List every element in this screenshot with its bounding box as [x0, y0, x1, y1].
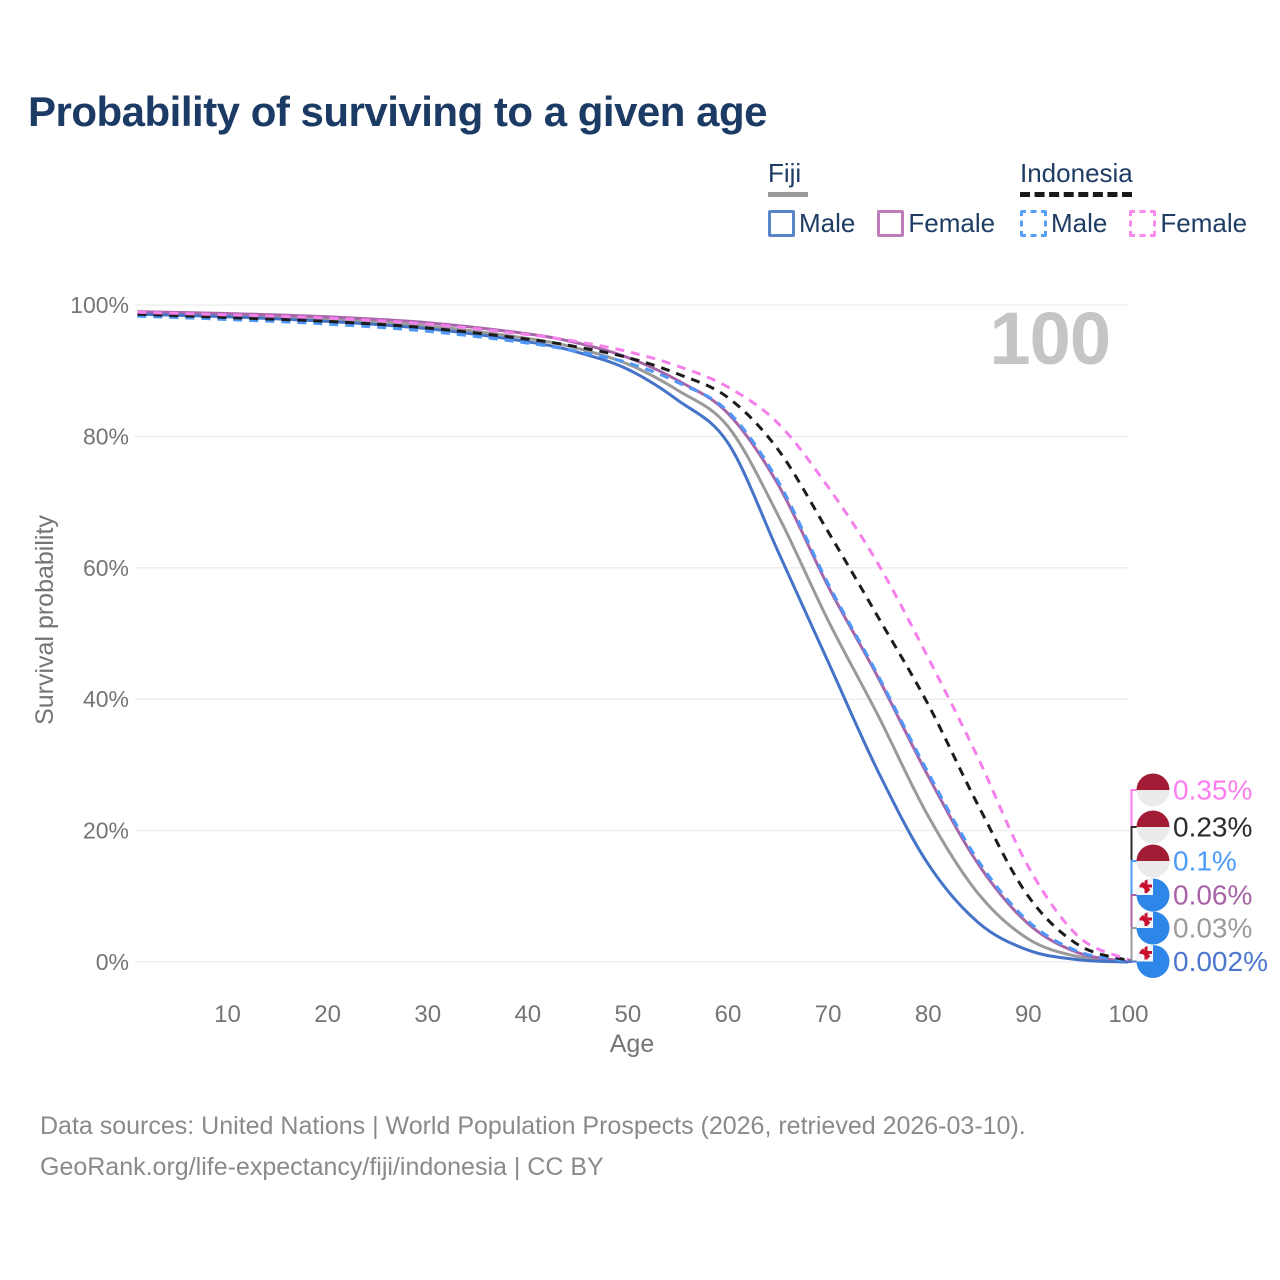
fiji-flag-icon [1136, 878, 1170, 912]
curve-fiji-total [137, 311, 1129, 964]
y-tick-40%: 40% [83, 686, 129, 712]
end-value-fiji-female: 0.06% [1173, 880, 1252, 911]
legend-swatch-fiji-male[interactable] [768, 210, 795, 237]
legend-group-fiji-name: Fiji [768, 158, 802, 188]
y-tick-100%: 100% [70, 292, 129, 318]
fiji-flag-icon [1136, 911, 1170, 945]
x-tick-60: 60 [715, 1001, 742, 1028]
hovered-age-watermark: 100 [989, 297, 1111, 380]
fiji-line-style-sample [768, 192, 808, 197]
indonesia-flag-icon [1136, 773, 1170, 807]
x-tick-30: 30 [414, 1001, 441, 1028]
end-label-connector-indonesia-female [1128, 789, 1137, 961]
end-value-indonesia-male: 0.1% [1173, 846, 1237, 877]
end-value-fiji-male: 0.002% [1173, 946, 1268, 977]
y-axis-title: Survival probability [31, 515, 59, 725]
end-value-indonesia-female: 0.35% [1173, 775, 1252, 806]
x-tick-70: 70 [815, 1001, 842, 1028]
x-tick-10: 10 [214, 1001, 241, 1028]
end-label-connector-indonesia-male [1128, 860, 1137, 963]
x-tick-40: 40 [514, 1001, 541, 1028]
curve-fiji-female [137, 310, 1129, 964]
legend-group-fiji: Fiji Male Female [768, 158, 1017, 239]
legend-label-fiji-female: Female [908, 208, 996, 238]
indonesia-line-style-sample [1020, 192, 1132, 197]
y-tick-60%: 60% [83, 555, 129, 581]
legend-group-indonesia: Indonesia Male Female [1020, 158, 1269, 239]
legend-label-fiji-male: Male [799, 208, 856, 238]
legend-group-indonesia-name: Indonesia [1020, 158, 1133, 188]
legend-swatch-fiji-female[interactable] [877, 210, 905, 237]
data-sources-footer: Data sources: United Nations | World Pop… [40, 1106, 1026, 1188]
end-label-connector-fiji-male [1128, 960, 1137, 963]
legend-label-indonesia-female: Female [1160, 208, 1248, 238]
footer-line-2: GeoRank.org/life-expectancy/fiji/indones… [40, 1153, 604, 1181]
end-label-connector-fiji-total [1128, 927, 1137, 963]
x-tick-50: 50 [615, 1001, 642, 1028]
footer-line-1: Data sources: United Nations | World Pop… [40, 1112, 1026, 1140]
legend-swatch-indonesia-female[interactable] [1129, 210, 1157, 237]
page-title: Probability of surviving to a given age [28, 88, 767, 135]
end-value-indonesia-total: 0.23% [1173, 812, 1252, 843]
x-axis-title: Age [609, 1030, 655, 1058]
end-label-connector-indonesia-total [1128, 826, 1137, 962]
legend-label-indonesia-male: Male [1051, 208, 1108, 238]
x-tick-90: 90 [1015, 1001, 1042, 1028]
y-tick-20%: 20% [83, 818, 129, 844]
indonesia-flag-icon [1136, 844, 1170, 878]
curve-indonesia-total [137, 312, 1129, 962]
curve-indonesia-male [137, 314, 1129, 963]
curve-fiji-male [137, 312, 1129, 964]
legend-swatch-indonesia-male[interactable] [1020, 210, 1047, 237]
x-tick-80: 80 [915, 1001, 942, 1028]
fiji-flag-icon [1136, 945, 1170, 978]
x-tick-20: 20 [314, 1001, 341, 1028]
end-value-fiji-total: 0.03% [1173, 913, 1252, 944]
y-tick-80%: 80% [83, 423, 129, 449]
x-tick-100: 100 [1108, 1001, 1148, 1028]
y-tick-0%: 0% [96, 949, 129, 975]
indonesia-flag-icon [1136, 810, 1170, 844]
